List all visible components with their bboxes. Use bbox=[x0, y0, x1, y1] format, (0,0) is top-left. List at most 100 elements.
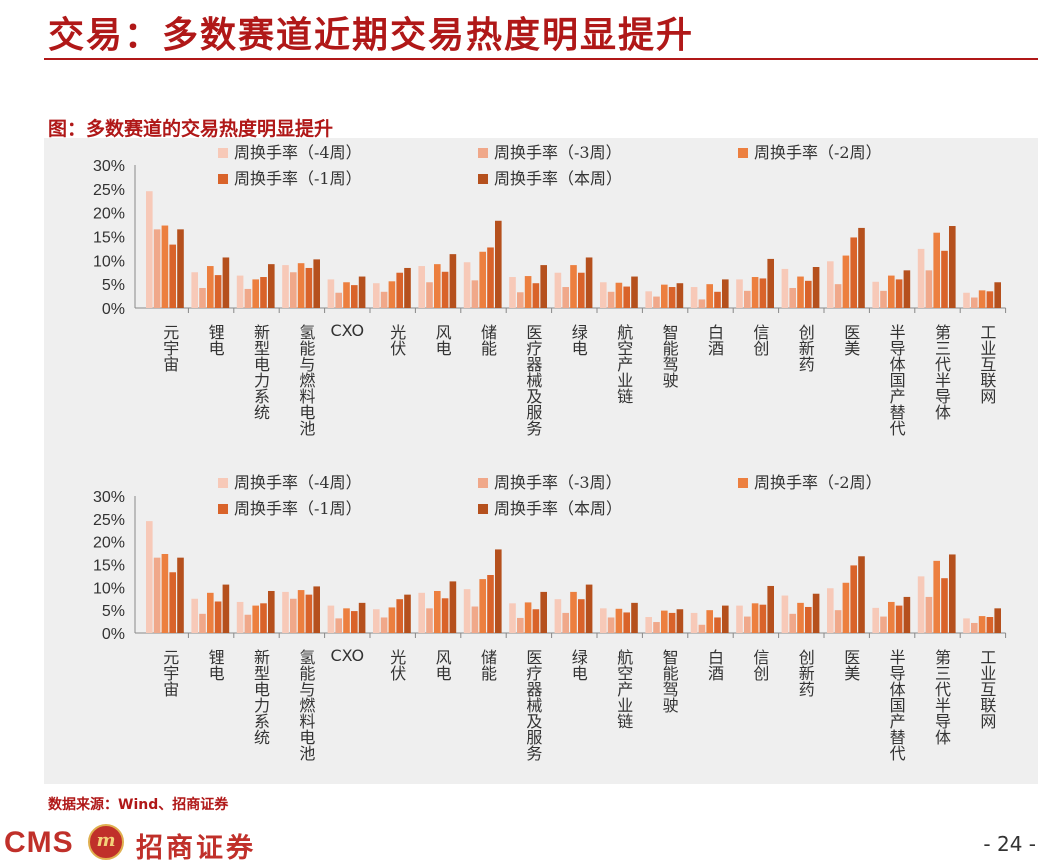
legend-label: 周换手率（-3周） bbox=[494, 143, 622, 162]
bar bbox=[509, 603, 516, 633]
bar bbox=[971, 297, 978, 308]
bar bbox=[252, 605, 259, 633]
bar bbox=[327, 605, 335, 633]
bar bbox=[373, 283, 380, 308]
logo-text: CMS bbox=[4, 826, 74, 859]
bar bbox=[380, 291, 388, 308]
bar bbox=[578, 272, 585, 308]
x-category-label: 医疗器械及服务 bbox=[523, 649, 542, 762]
bar bbox=[351, 285, 358, 308]
bar bbox=[917, 576, 925, 633]
bar bbox=[161, 553, 169, 633]
x-category-label: 信创 bbox=[750, 324, 769, 357]
bar bbox=[418, 266, 425, 308]
x-category-label: 白酒 bbox=[705, 324, 724, 356]
y-tick-label: 25% bbox=[93, 182, 125, 199]
bar bbox=[199, 613, 206, 633]
bar bbox=[441, 271, 449, 308]
bar bbox=[653, 296, 660, 308]
y-tick-label: 20% bbox=[93, 535, 125, 552]
bar bbox=[978, 616, 986, 633]
legend-swatch bbox=[218, 504, 228, 514]
bar bbox=[236, 275, 244, 308]
title-divider bbox=[44, 58, 1038, 60]
bar bbox=[207, 592, 214, 633]
bar bbox=[260, 603, 267, 633]
x-category-label: 风电 bbox=[433, 649, 452, 681]
bar bbox=[532, 609, 540, 633]
y-tick-label: 25% bbox=[93, 512, 125, 529]
x-category-label: CXO bbox=[330, 646, 364, 665]
y-tick-label: 10% bbox=[93, 253, 125, 270]
x-category-label: 第三代半导体 bbox=[932, 324, 951, 420]
bar-chart-1: 0% 5% 10% 15% 20% 25% 30% 周换手率（-4周） 周换手率（-3周） 周换手… bbox=[93, 143, 1007, 437]
figure-title: 图：多数赛道的交易热度明显提升 bbox=[48, 118, 334, 140]
bar bbox=[949, 226, 956, 308]
legend-label: 周换手率（本周） bbox=[494, 169, 622, 188]
bar bbox=[994, 608, 1001, 633]
bar bbox=[434, 590, 441, 633]
x-category-label: 氢能与燃料电池 bbox=[296, 649, 315, 761]
bar bbox=[260, 277, 267, 308]
x-category-label: CXO bbox=[330, 321, 364, 340]
legend-label: 周换手率（-2周） bbox=[754, 473, 882, 492]
bar bbox=[925, 596, 933, 633]
bar bbox=[313, 586, 320, 633]
bar bbox=[290, 272, 297, 308]
bar bbox=[479, 579, 486, 633]
y-tick-label: 30% bbox=[93, 489, 125, 506]
legend-swatch bbox=[478, 478, 488, 488]
bar bbox=[858, 227, 865, 308]
bar bbox=[153, 229, 161, 308]
legend-swatch bbox=[738, 148, 748, 158]
x-category-label: 绿电 bbox=[569, 649, 588, 681]
y-tick-label: 5% bbox=[102, 603, 125, 620]
x-category-label: 医疗器械及服务 bbox=[523, 324, 542, 437]
bar bbox=[714, 617, 721, 633]
x-category-label: 半导体国产替代 bbox=[887, 649, 906, 762]
bar bbox=[305, 267, 313, 308]
bar bbox=[517, 292, 524, 308]
x-category-label: 锂电 bbox=[206, 324, 225, 356]
bar-chart-2: 0% 5% 10% 15% 20% 25% 30% 周换手率（-4周） 周换手率（-3周） 周换手… bbox=[93, 473, 1007, 762]
bar bbox=[327, 279, 335, 308]
y-tick-label: 0% bbox=[102, 626, 125, 643]
bar bbox=[177, 229, 184, 308]
x-category-label: 智能驾驶 bbox=[660, 324, 679, 389]
bar bbox=[751, 603, 759, 633]
bar bbox=[177, 557, 184, 633]
y-tick-label: 10% bbox=[93, 580, 125, 597]
bar bbox=[495, 220, 502, 308]
bar bbox=[917, 248, 925, 308]
bar bbox=[222, 257, 230, 308]
x-category-label: 光伏 bbox=[387, 649, 406, 681]
bar bbox=[941, 250, 948, 308]
bar bbox=[290, 598, 297, 633]
bar bbox=[191, 272, 198, 308]
x-category-label: 创新药 bbox=[796, 649, 815, 698]
bar bbox=[297, 263, 305, 308]
bar bbox=[585, 257, 593, 308]
x-category-label: 风电 bbox=[433, 324, 452, 356]
bar bbox=[600, 282, 607, 308]
legend-label: 周换手率（-2周） bbox=[754, 143, 882, 162]
x-category-label: 白酒 bbox=[705, 649, 724, 681]
bar bbox=[388, 607, 396, 633]
bar bbox=[252, 279, 259, 308]
bar bbox=[335, 292, 342, 308]
bar bbox=[418, 592, 425, 633]
bar bbox=[161, 225, 169, 308]
bar bbox=[767, 258, 774, 308]
bar bbox=[661, 284, 668, 308]
x-category-label: 工业互联网 bbox=[977, 324, 996, 405]
bar bbox=[540, 591, 547, 633]
bar bbox=[343, 608, 350, 633]
bar bbox=[895, 279, 903, 308]
logo-emblem-icon: m bbox=[88, 824, 124, 860]
bar bbox=[191, 598, 198, 633]
bar bbox=[645, 291, 652, 308]
legend-swatch bbox=[478, 148, 488, 158]
bar bbox=[404, 267, 411, 308]
bar bbox=[487, 247, 494, 308]
bar bbox=[880, 290, 887, 308]
